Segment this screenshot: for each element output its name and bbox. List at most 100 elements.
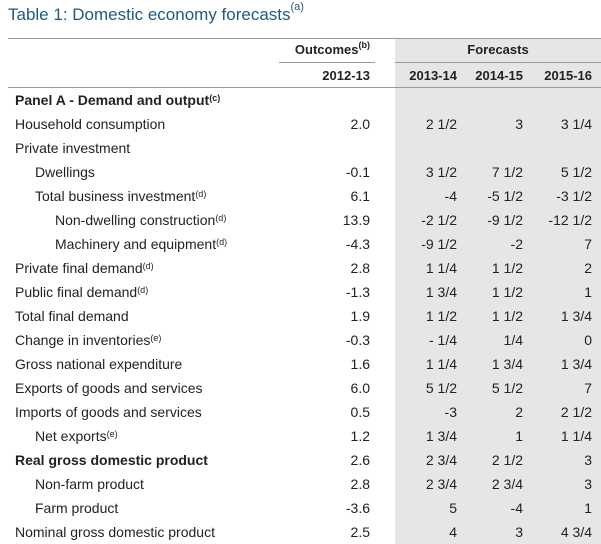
table-row: Panel A - Demand and output(c) bbox=[0, 88, 601, 112]
value-cell: 3 bbox=[584, 452, 592, 468]
row-label: Dwellings bbox=[35, 164, 95, 180]
row-label: Private investment bbox=[15, 140, 131, 156]
row-label: Panel A - Demand and output(c) bbox=[15, 92, 221, 108]
value-cell: 1.6 bbox=[350, 356, 370, 372]
value-cell: 2 3/4 bbox=[425, 452, 457, 468]
value-cell: -3 bbox=[444, 404, 457, 420]
forecasts-underline bbox=[395, 62, 601, 63]
value-cell: 7 bbox=[584, 380, 592, 396]
row-label: Net exports(e) bbox=[35, 428, 118, 444]
value-cell: 4 3/4 bbox=[560, 524, 592, 540]
value-cell: -4 bbox=[510, 500, 523, 516]
value-cell: -1.3 bbox=[345, 284, 370, 300]
value-cell: 1.2 bbox=[350, 428, 370, 444]
row-label: Total final demand bbox=[15, 308, 129, 324]
value-cell: 13.9 bbox=[342, 212, 370, 228]
value-cell: 2 1/2 bbox=[560, 404, 592, 420]
row-label: Non-farm product bbox=[35, 476, 144, 492]
table-row: Net exports(e) 1.2 1 3/4 1 1 1/4 bbox=[0, 424, 601, 448]
row-label: Change in inventories(e) bbox=[15, 332, 162, 348]
value-cell: 3 1/2 bbox=[425, 164, 457, 180]
table-row: Household consumption 2.0 2 1/2 3 3 1/4 bbox=[0, 112, 601, 136]
outcomes-underline bbox=[279, 62, 375, 63]
table-row: Private final demand(d) 2.8 1 1/4 1 1/2 … bbox=[0, 256, 601, 280]
value-cell: 1/4 bbox=[503, 332, 523, 348]
table-row: Machinery and equipment(d) -4.3 -9 1/2 -… bbox=[0, 232, 601, 256]
row-label: Gross national expenditure bbox=[15, 356, 183, 372]
value-cell: -9 1/2 bbox=[487, 212, 523, 228]
value-cell: 1 1/2 bbox=[491, 308, 523, 324]
value-cell: 1 1/4 bbox=[425, 260, 457, 276]
value-cell: -4 bbox=[444, 188, 457, 204]
value-cell: -3.6 bbox=[345, 500, 370, 516]
forecast-columns-shading bbox=[395, 38, 601, 544]
table-row: Nominal gross domestic product 2.5 4 3 4… bbox=[0, 520, 601, 544]
value-cell: 1 3/4 bbox=[560, 356, 592, 372]
value-cell: 3 bbox=[584, 476, 592, 492]
table-title: Table 1: Domestic economy forecasts(a) bbox=[8, 1, 304, 24]
value-cell: 3 bbox=[515, 116, 523, 132]
table-row: Total final demand 1.9 1 1/2 1 1/2 1 3/4 bbox=[0, 304, 601, 328]
value-cell: 5 1/2 bbox=[425, 380, 457, 396]
row-label: Machinery and equipment(d) bbox=[55, 236, 228, 252]
value-cell: 1 1/4 bbox=[560, 428, 592, 444]
value-cell: 1 3/4 bbox=[425, 284, 457, 300]
value-cell: 0.5 bbox=[350, 404, 370, 420]
value-cell: 1 1/2 bbox=[491, 260, 523, 276]
table-row: Gross national expenditure 1.6 1 1/4 1 3… bbox=[0, 352, 601, 376]
value-cell: 5 bbox=[449, 500, 457, 516]
value-cell: -3 1/2 bbox=[556, 188, 592, 204]
value-cell: 4 bbox=[449, 524, 457, 540]
value-cell: 1.9 bbox=[350, 308, 370, 324]
value-cell: 3 1/4 bbox=[560, 116, 592, 132]
value-cell: 3 bbox=[515, 524, 523, 540]
value-cell: 2 1/2 bbox=[425, 116, 457, 132]
value-cell: 1 3/4 bbox=[491, 356, 523, 372]
table-row: Real gross domestic product 2.6 2 3/4 2 … bbox=[0, 448, 601, 472]
value-cell: 7 1/2 bbox=[491, 164, 523, 180]
row-label: Public final demand(d) bbox=[15, 284, 149, 300]
title-footnote: (a) bbox=[290, 1, 304, 13]
year-header: 2014-15 bbox=[475, 68, 523, 83]
year-header: 2015-16 bbox=[544, 68, 592, 83]
value-cell: -9 1/2 bbox=[421, 236, 457, 252]
value-cell: 2.0 bbox=[350, 116, 370, 132]
value-cell: 2.5 bbox=[350, 524, 370, 540]
row-label: Nominal gross domestic product bbox=[15, 524, 215, 540]
value-cell: 1 1/2 bbox=[425, 308, 457, 324]
table-row: Exports of goods and services 6.0 5 1/2 … bbox=[0, 376, 601, 400]
year-header: 2013-14 bbox=[409, 68, 457, 83]
forecasts-header: Forecasts bbox=[467, 42, 529, 57]
value-cell: 6.0 bbox=[350, 380, 370, 396]
row-label: Household consumption bbox=[15, 116, 166, 132]
row-label: Non-dwelling construction(d) bbox=[55, 212, 227, 228]
row-label: Imports of goods and services bbox=[15, 404, 202, 420]
value-cell: 2 bbox=[584, 260, 592, 276]
header-bottom-rule bbox=[8, 87, 601, 88]
table-row: Total business investment(d) 6.1 -4 -5 1… bbox=[0, 184, 601, 208]
value-cell: 1 bbox=[515, 428, 523, 444]
table-row: Private investment bbox=[0, 136, 601, 160]
row-label: Farm product bbox=[35, 500, 119, 516]
table-row: Non-dwelling construction(d) 13.9 -2 1/2… bbox=[0, 208, 601, 232]
value-cell: -12 1/2 bbox=[548, 212, 592, 228]
row-label: Total business investment(d) bbox=[35, 188, 207, 204]
value-cell: 2 bbox=[515, 404, 523, 420]
table-row: Change in inventories(e) -0.3 - 1/4 1/4 … bbox=[0, 328, 601, 352]
value-cell: 1 3/4 bbox=[425, 428, 457, 444]
value-cell: 0 bbox=[584, 332, 592, 348]
value-cell: 6.1 bbox=[350, 188, 370, 204]
outcomes-header: Outcomes(b) bbox=[294, 40, 370, 57]
value-cell: 1 1/4 bbox=[425, 356, 457, 372]
value-cell: 2.6 bbox=[350, 452, 370, 468]
value-cell: 1 1/2 bbox=[491, 284, 523, 300]
value-cell: 2 3/4 bbox=[491, 476, 523, 492]
value-cell: 1 3/4 bbox=[560, 308, 592, 324]
value-cell: 5 1/2 bbox=[560, 164, 592, 180]
value-cell: -5 1/2 bbox=[487, 188, 523, 204]
value-cell: -2 1/2 bbox=[421, 212, 457, 228]
value-cell: 5 1/2 bbox=[491, 380, 523, 396]
table-row: Imports of goods and services 0.5 -3 2 2… bbox=[0, 400, 601, 424]
top-rule bbox=[8, 38, 601, 39]
value-cell: 1 bbox=[584, 500, 592, 516]
